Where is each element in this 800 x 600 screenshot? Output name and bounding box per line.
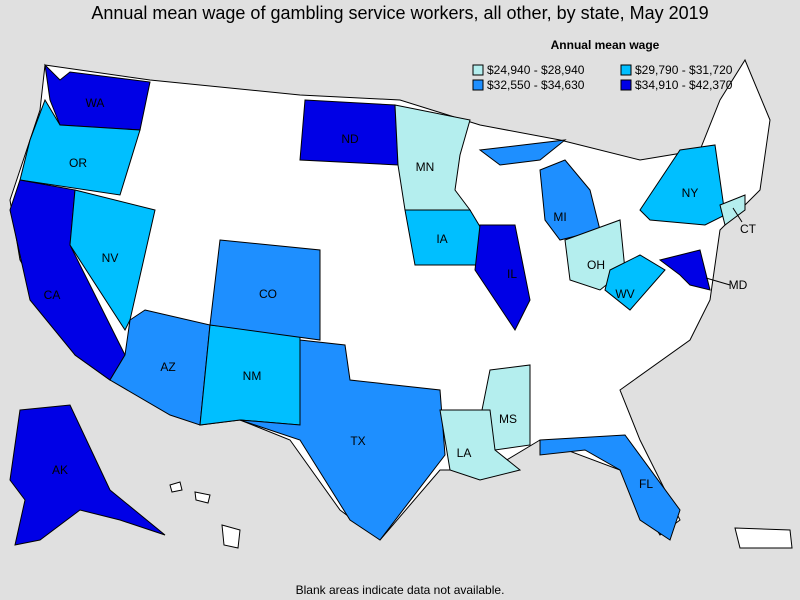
- state-shape: [539, 434, 681, 541]
- legend-swatch: [472, 79, 484, 91]
- legend-label: $24,940 - $28,940: [487, 63, 585, 77]
- legend: Annual mean wage $24,940 - $28,940 $29,79…: [472, 38, 733, 92]
- state-label: MS: [499, 412, 517, 426]
- hawaii: [194, 491, 211, 504]
- state-label: NY: [682, 186, 699, 200]
- legend-swatch: [620, 79, 632, 91]
- state-label: IA: [436, 232, 447, 246]
- state: ND: [299, 99, 399, 166]
- state-label: WV: [615, 287, 634, 301]
- state: CT: [719, 194, 757, 236]
- state-shape: [19, 98, 141, 196]
- legend-label: $32,550 - $34,630: [487, 78, 585, 92]
- state: CO: [209, 239, 321, 341]
- legend-title: Annual mean wage: [551, 38, 660, 52]
- state: IA: [404, 209, 486, 266]
- state-shape: [69, 189, 156, 332]
- state-label: LA: [457, 446, 472, 460]
- state-shape: [439, 409, 522, 481]
- state-label: NV: [102, 251, 119, 265]
- hawaii: [169, 481, 183, 493]
- state-shape: [44, 63, 151, 131]
- state-label: CA: [44, 288, 61, 302]
- state: MD: [658, 249, 748, 292]
- state-shape: [9, 404, 166, 546]
- state: NY: [639, 144, 726, 226]
- state-label: IL: [507, 267, 517, 281]
- state-label: OH: [587, 258, 605, 272]
- state-shape: [474, 224, 531, 331]
- state: OR: [19, 98, 141, 196]
- footnote: Blank areas indicate data not available.: [296, 583, 505, 597]
- state-label: TX: [350, 434, 365, 448]
- legend-label: $29,790 - $31,720: [635, 63, 733, 77]
- state: NV: [69, 189, 156, 332]
- state: TX: [239, 339, 446, 541]
- state-label: WA: [86, 96, 105, 110]
- state-shape: [604, 254, 666, 311]
- state-label: MD: [729, 278, 748, 292]
- state-label: CO: [259, 287, 277, 301]
- state-label: NM: [243, 369, 262, 383]
- state-shape: [394, 104, 471, 211]
- legend-swatch: [472, 64, 484, 76]
- state-label: AK: [52, 463, 68, 477]
- state-shape: [658, 249, 711, 291]
- state: WA: [44, 63, 151, 131]
- state: FL: [539, 434, 681, 541]
- state: MN: [394, 104, 471, 211]
- state-label: FL: [639, 477, 653, 491]
- state: MI: [478, 139, 601, 241]
- state-label: OR: [69, 156, 87, 170]
- state-label: MN: [416, 160, 435, 174]
- state-shape: [719, 194, 746, 226]
- hawaii: [221, 524, 241, 549]
- legend-swatch: [620, 64, 632, 76]
- map-title: Annual mean wage of gambling service wor…: [91, 3, 708, 23]
- states: WA OR CA NV AZ NM CO TX ND MN IA IL MI O…: [9, 63, 757, 546]
- state-label: MI: [553, 210, 566, 224]
- puerto-rico: [734, 527, 793, 549]
- state-shape: [478, 139, 567, 166]
- legend-label: $34,910 - $42,370: [635, 78, 733, 92]
- state: IL: [474, 224, 531, 331]
- leader-line: [732, 207, 743, 223]
- state: WV: [604, 254, 666, 311]
- state: NM: [199, 324, 301, 426]
- state-label: ND: [341, 132, 359, 146]
- state-label: AZ: [160, 360, 175, 374]
- state: LA: [439, 409, 522, 481]
- state-shape: [209, 239, 321, 341]
- leader-line: [705, 277, 731, 286]
- state-label: CT: [740, 222, 757, 236]
- state: AK: [9, 404, 166, 546]
- state-shape: [239, 339, 446, 541]
